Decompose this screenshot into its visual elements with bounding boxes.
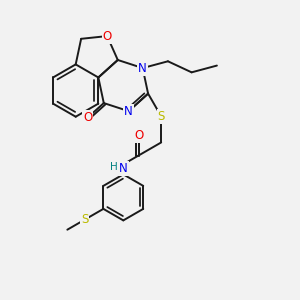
Text: O: O bbox=[134, 129, 143, 142]
Text: S: S bbox=[81, 213, 88, 226]
Text: O: O bbox=[83, 111, 92, 124]
Text: H: H bbox=[110, 162, 117, 172]
Text: S: S bbox=[158, 110, 165, 123]
Text: N: N bbox=[119, 162, 128, 175]
Text: N: N bbox=[138, 61, 147, 75]
Text: N: N bbox=[124, 105, 133, 118]
Text: O: O bbox=[103, 30, 112, 43]
